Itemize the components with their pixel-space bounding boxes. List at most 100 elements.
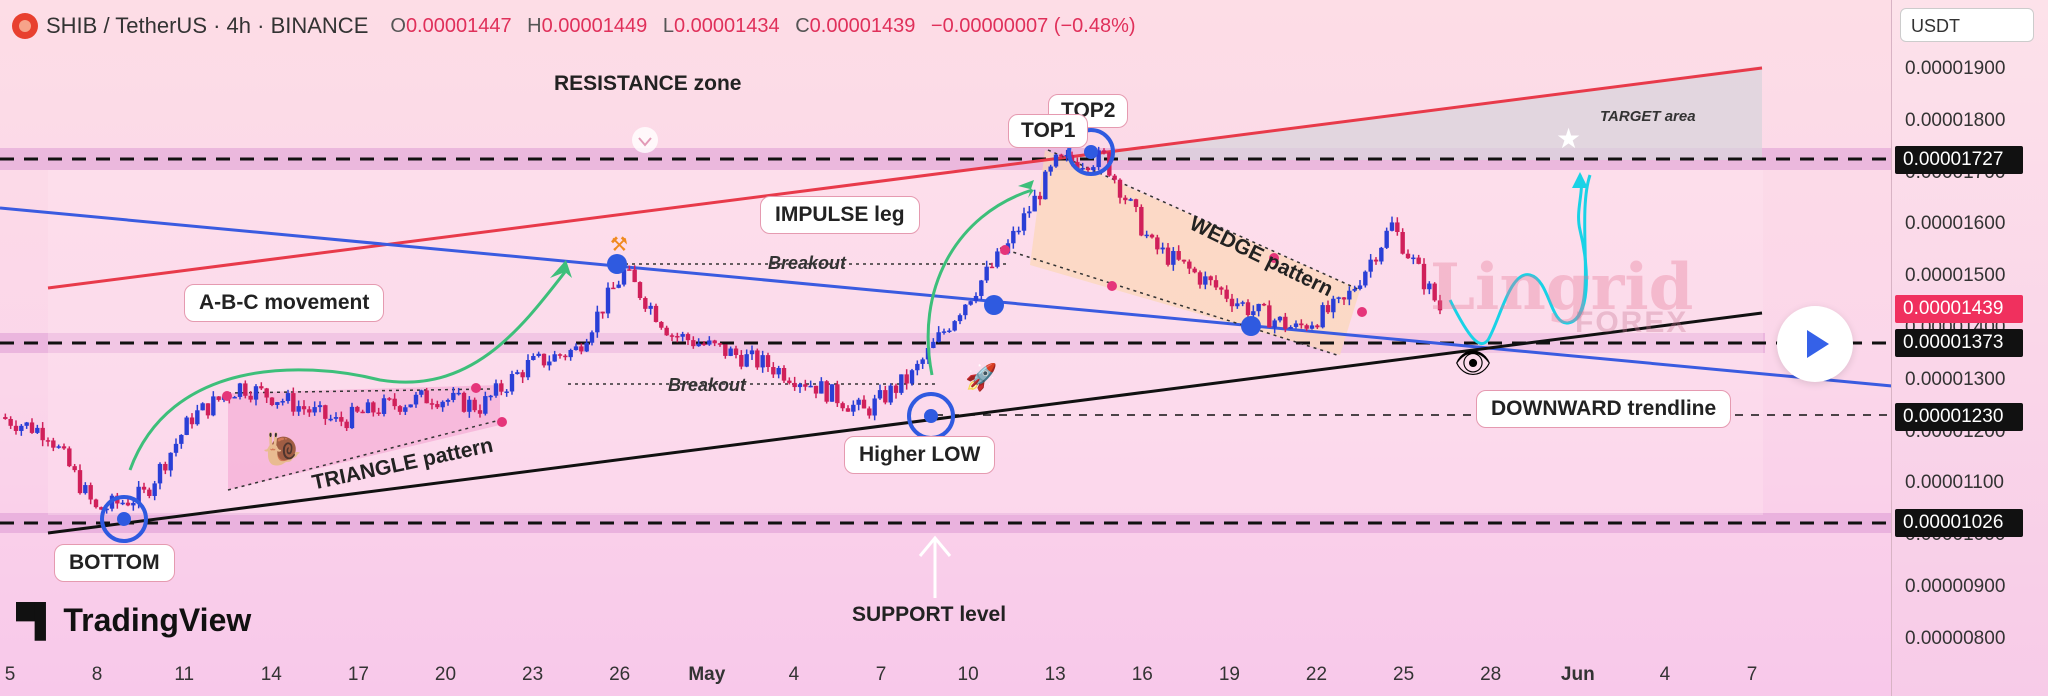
candle-body: [344, 421, 349, 429]
candle-body: [339, 417, 344, 422]
resistance-down-icon: [632, 127, 658, 153]
candle-body: [840, 403, 845, 409]
candle-body: [899, 374, 904, 393]
candle-body: [317, 405, 323, 408]
candle-body: [88, 485, 93, 500]
price-tag[interactable]: 0.00001026: [1895, 508, 2023, 537]
candle-body: [1080, 167, 1085, 170]
candle-body: [83, 485, 88, 494]
candle-body: [1411, 257, 1416, 260]
play-icon[interactable]: [1777, 306, 1853, 382]
price-tick-label: 0.00001600: [1905, 213, 2006, 235]
downward-trendline-label: DOWNWARD trendline: [1476, 390, 1732, 428]
symbol-title[interactable]: SHIB / TetherUS · 4h · BINANCE: [46, 13, 369, 38]
candle-body: [243, 383, 248, 396]
candle-body: [376, 412, 381, 414]
triangle-upper-line: [227, 388, 491, 394]
target-area-label: TARGET area: [1600, 108, 1696, 125]
candle-body: [13, 425, 19, 431]
price-tag[interactable]: 0.00001373: [1895, 328, 2023, 357]
price-tick-label: 0.00000800: [1905, 627, 2006, 649]
candle-body: [280, 401, 285, 403]
candle-body: [808, 385, 813, 388]
candle-body: [387, 398, 392, 400]
candle-body: [3, 417, 8, 419]
projection-path: [1448, 174, 1588, 346]
candle-body: [664, 327, 669, 336]
time-tick-label: 22: [1305, 664, 1328, 685]
candle-body: [29, 422, 35, 433]
candle-body: [552, 354, 557, 362]
candle-body: [915, 363, 920, 371]
price-tag[interactable]: 0.00001727: [1895, 145, 2023, 174]
candle-body: [1043, 171, 1048, 200]
candle-body: [328, 418, 333, 421]
candle-body: [93, 499, 99, 508]
candle-body: [856, 399, 861, 405]
candle-body: [381, 398, 387, 414]
bottom-marker[interactable]: [100, 495, 148, 543]
candle-body: [8, 418, 13, 426]
star-icon: ★: [1556, 123, 1582, 154]
candle-body: [888, 385, 893, 403]
price-tag[interactable]: 0.00001439: [1895, 294, 2023, 323]
ohlc-change: −0.00000007 (−0.48%): [930, 14, 1136, 37]
candle-body: [867, 408, 872, 416]
candle-body: [701, 343, 707, 346]
time-tick-label: 10: [957, 664, 979, 685]
candle-body: [1197, 272, 1203, 285]
candle-body: [637, 282, 643, 299]
candle-body: [1421, 263, 1427, 290]
candle-body: [1427, 283, 1432, 290]
top2-marker[interactable]: [1067, 128, 1115, 176]
candle-body: [365, 402, 371, 414]
tradingview-logo[interactable]: ▀▌ TradingView: [16, 602, 251, 639]
candle-body: [632, 269, 637, 283]
projection-arrow-head: [1572, 172, 1588, 188]
symbol-header[interactable]: SHIB / TetherUS · 4h · BINANCE O0.000014…: [12, 10, 1146, 42]
candle-body: [1384, 230, 1389, 248]
candle-body: [1357, 285, 1363, 289]
ohlc-close-label: C: [795, 14, 810, 37]
candle-body: [152, 483, 157, 496]
candle-body: [861, 399, 867, 409]
candle-body: [1011, 230, 1016, 244]
candle-body: [1416, 257, 1421, 264]
candle-body: [669, 335, 675, 337]
candle-body: [1037, 195, 1043, 200]
price-tick-label: 0.00001800: [1905, 109, 2006, 131]
candle-body: [616, 284, 621, 288]
candle-body: [1379, 247, 1384, 262]
price-tick-label: 0.00001300: [1905, 368, 2006, 390]
support-trendline[interactable]: [47, 311, 1763, 535]
candle-body: [1203, 276, 1208, 285]
higher-low-label: Higher LOW: [844, 436, 996, 474]
candle-body: [1213, 280, 1219, 288]
time-tick-label: 17: [347, 664, 369, 685]
currency-selector[interactable]: USDT: [1900, 8, 2034, 42]
ohlc-open-label: O: [390, 14, 406, 37]
candle-body: [1315, 325, 1320, 328]
candle-body: [1272, 320, 1277, 328]
time-tick-label: 13: [1044, 664, 1066, 685]
candle-body: [1123, 197, 1128, 201]
lingrid-watermark: Lingrid: [1430, 250, 1694, 325]
candle-body: [237, 383, 243, 397]
candle-body: [909, 370, 915, 384]
candle-body: [1283, 316, 1288, 329]
candle-body: [371, 402, 376, 413]
candle-body: [1101, 150, 1107, 153]
candle-body: [184, 417, 189, 435]
candle-body: [723, 344, 728, 356]
price-tag[interactable]: 0.00001230: [1895, 403, 2023, 432]
candle-body: [573, 346, 579, 351]
candle-body: [1187, 261, 1192, 269]
resistance-trendline[interactable]: [47, 66, 1763, 290]
candle-body: [605, 287, 611, 314]
downward-trendline[interactable]: [0, 206, 1893, 388]
candle-body: [707, 340, 712, 345]
candle-body: [1267, 305, 1272, 328]
candle-body: [173, 443, 179, 453]
candle-body: [461, 392, 467, 412]
